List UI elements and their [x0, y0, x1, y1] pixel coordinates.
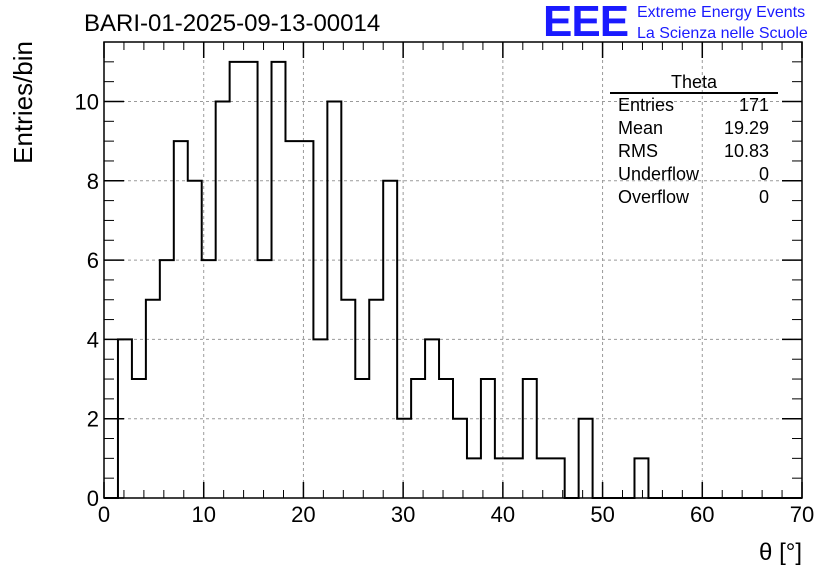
eee-logo: EEE — [543, 0, 629, 46]
histogram-bins — [104, 60, 802, 499]
stats-value: 0 — [758, 187, 769, 207]
histogram-bin — [230, 62, 244, 498]
x-tick-label: 40 — [491, 502, 515, 527]
histogram-bin — [411, 379, 425, 498]
x-tick-label: 30 — [391, 502, 415, 527]
histogram-bin — [537, 458, 551, 498]
chart-title: BARI-01-2025-09-13-00014 — [84, 10, 381, 37]
y-tick-label: 6 — [87, 248, 99, 273]
stats-label: Mean — [618, 118, 664, 138]
x-tick-label: 70 — [790, 502, 814, 527]
histogram-bin — [467, 458, 481, 498]
histogram-bin — [244, 62, 258, 498]
stats-row: Mean 19.29 — [610, 117, 778, 140]
x-tick-label: 60 — [690, 502, 714, 527]
histogram-bin — [327, 101, 341, 498]
histogram-bin — [397, 419, 411, 498]
x-tick-label: 10 — [191, 502, 215, 527]
stats-row: Entries 171 — [610, 94, 778, 117]
stats-box: Theta Entries 171 Mean 19.29 RMS 10.83 Unde… — [610, 72, 778, 209]
histogram-bin — [285, 141, 299, 498]
histogram-bin — [439, 379, 453, 498]
stats-row: Underflow 0 — [610, 163, 778, 186]
histogram-bin — [523, 379, 537, 498]
histogram-bin — [453, 419, 467, 498]
stats-row: RMS 10.83 — [610, 140, 778, 163]
histogram-bin — [216, 101, 230, 498]
stats-label: Underflow — [618, 164, 700, 184]
stats-value: 171 — [738, 95, 769, 115]
x-axis-label: θ [°] — [759, 539, 802, 566]
histogram-bin — [369, 300, 383, 498]
stats-label: RMS — [618, 141, 658, 161]
x-tick-label: 0 — [98, 502, 110, 527]
x-tick-label: 50 — [590, 502, 614, 527]
histogram-bin — [495, 458, 509, 498]
histogram-bin — [146, 300, 160, 498]
y-tick-label: 2 — [87, 407, 99, 432]
histogram-bin — [258, 260, 272, 498]
stats-value: 0 — [758, 164, 769, 184]
tick-labels: 0 10 20 30 40 50 60 70 0 2 4 6 8 10 — [75, 89, 815, 527]
histogram-bin — [509, 458, 523, 498]
histogram-bin — [383, 181, 397, 498]
histogram-bin — [634, 458, 648, 498]
histogram-bin — [299, 141, 313, 498]
histogram-bin — [341, 300, 355, 498]
x-tick-label: 20 — [291, 502, 315, 527]
stats-row: Overflow 0 — [610, 186, 778, 209]
y-tick-label: 10 — [75, 89, 99, 114]
stats-label: Overflow — [618, 187, 690, 207]
axis-ticks — [103, 42, 803, 499]
histogram-bin — [579, 419, 593, 498]
y-tick-label: 0 — [87, 486, 99, 511]
y-tick-label: 4 — [87, 327, 99, 352]
histogram-bin — [132, 379, 146, 498]
stats-name: Theta — [610, 72, 778, 94]
stats-value: 19.29 — [723, 118, 769, 138]
histogram-bin — [355, 379, 369, 498]
histogram-outline — [104, 60, 802, 499]
histogram-bin — [160, 260, 174, 498]
stats-label: Entries — [618, 95, 675, 115]
histogram-bin — [481, 379, 495, 498]
histogram-bin — [174, 141, 188, 498]
brand-line-2: La Scienza nelle Scuole — [637, 25, 808, 42]
plot-frame — [103, 41, 803, 499]
histogram-bin — [272, 62, 286, 498]
stats-value: 10.83 — [723, 141, 769, 161]
brand-line-1: Extreme Energy Events — [637, 4, 806, 21]
y-axis-label: Entries/bin — [8, 41, 38, 164]
y-tick-label: 8 — [87, 169, 99, 194]
